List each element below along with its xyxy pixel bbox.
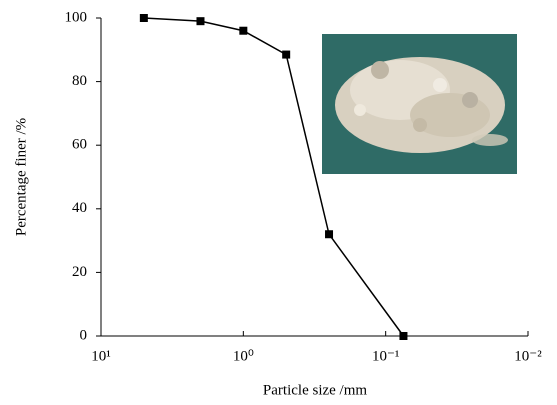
x-tick-label: 10¹ [91,348,111,364]
sample-photo [322,34,517,174]
data-line [143,17,405,337]
data-point [399,332,408,340]
x-tick-label: 10⁻² [514,348,542,364]
y-tick-label: 0 [80,327,88,343]
data-point [239,26,248,35]
y-tick-label: 40 [72,200,87,216]
y-tick-label: 60 [72,137,87,153]
y-tick-label: 100 [65,9,88,25]
x-tick-label: 10⁻¹ [372,348,399,364]
y-tick-label: 20 [72,264,87,280]
x-tick-label: 10⁰ [233,348,254,364]
data-point [282,50,291,59]
y-tick-label: 80 [72,73,87,89]
data-point [196,17,205,26]
x-axis-title: Particle size /mm [263,382,367,398]
data-point [325,230,334,239]
data-point [139,14,148,22]
y-axis-title: Percentage finer /% [13,118,29,236]
